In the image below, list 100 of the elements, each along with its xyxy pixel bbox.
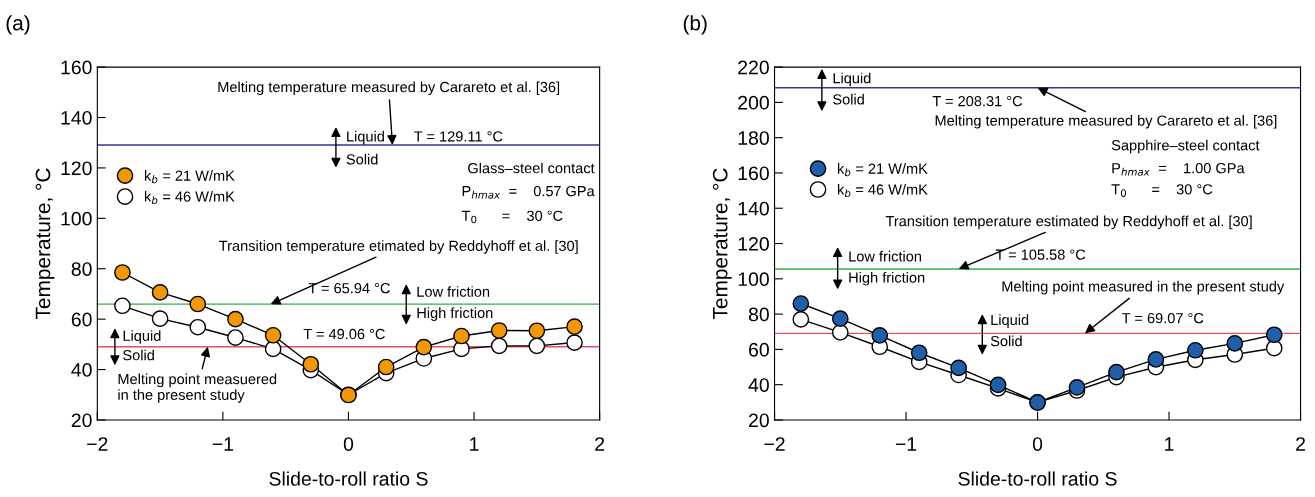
annotation: Liquid — [991, 314, 1029, 328]
x-tick-label: −1 — [895, 437, 917, 451]
x-tick-label: 1 — [1165, 437, 1174, 451]
text: T$_{0}$ = 30 °C — [1111, 184, 1213, 197]
y-tick-label: 40 — [71, 363, 92, 377]
x-tick-label: 0 — [1032, 437, 1043, 451]
y-tick-label: 160 — [738, 166, 769, 181]
y-axis-title: Temperature, °C — [712, 168, 732, 319]
annotation: Glass–steel contact — [468, 162, 595, 174]
text: T$_{0}$ = 30 °C — [461, 210, 563, 224]
annotation: High friction — [417, 307, 493, 321]
point — [1068, 378, 1086, 396]
point — [490, 322, 508, 339]
point — [950, 359, 967, 377]
point — [189, 318, 207, 336]
point — [264, 340, 282, 358]
y-tick-label: 60 — [71, 312, 92, 327]
y-tick-label: 220 — [738, 60, 769, 75]
point — [302, 355, 320, 373]
annotation: Solid — [123, 349, 154, 361]
ref-line-label: T = 208.31 °C — [932, 95, 1023, 107]
point — [151, 284, 169, 301]
point — [1226, 335, 1244, 352]
annotation: Sapphire–steel contact — [1111, 139, 1260, 154]
annotation: Melting point measured in the present study — [1002, 280, 1285, 295]
point — [831, 310, 849, 328]
y-tick-label: 180 — [738, 131, 769, 145]
annotation: High friction — [849, 272, 925, 286]
point — [528, 337, 546, 355]
annotation: P$_{hmax}$ = 1.00 GPa — [1112, 162, 1245, 176]
x-tick-label: 1 — [470, 437, 479, 451]
y-axis-title: Temperature, °C — [35, 168, 55, 319]
point — [189, 295, 207, 313]
y-tick-label: 160 — [61, 60, 92, 75]
point — [1147, 351, 1165, 368]
point — [377, 358, 395, 376]
point — [1108, 363, 1125, 381]
ref-line-label: T = 49.06 °C — [303, 328, 385, 340]
annotation: Melting temperature measured by Carareto et al. [36] — [935, 114, 1277, 129]
annotation: Solid — [990, 335, 1022, 347]
annotation: Low friction — [849, 250, 921, 262]
x-tick-label: 2 — [595, 437, 605, 451]
legend-label: k$_{b}$ = 46 W/mK — [144, 191, 235, 205]
point — [453, 327, 470, 345]
point — [792, 311, 810, 328]
legend-label: k$_{b}$ = 21 W/mK — [144, 170, 235, 184]
legend-label: k$_{b}$ = 21 W/mK — [837, 163, 928, 177]
point — [989, 376, 1007, 394]
x-tick-label: −1 — [212, 437, 234, 451]
point — [114, 264, 131, 281]
y-tick-label: 100 — [738, 272, 769, 287]
chart-title: (a) — [6, 15, 30, 35]
y-tick-label: 140 — [61, 110, 92, 125]
y-tick-label: 80 — [71, 262, 92, 276]
y-tick-label: 140 — [738, 201, 769, 216]
x-tick-label: 2 — [1296, 437, 1305, 451]
point — [227, 329, 244, 346]
x-tick-label: −2 — [764, 437, 785, 451]
x-axis-title: Slide-to-roll ratio S — [958, 471, 1117, 486]
x-tick-label: 0 — [343, 437, 354, 451]
x-tick-label: −2 — [87, 437, 108, 451]
annotation: Transition temperature etimated by Reddyhoff et al. [30] — [219, 240, 578, 254]
point — [910, 344, 928, 362]
y-tick-label: 120 — [61, 161, 92, 176]
point — [415, 338, 433, 356]
annotation: Low friction — [417, 286, 490, 297]
y-tick-label: 100 — [61, 211, 92, 226]
annotation: Solid — [346, 153, 378, 165]
point — [1187, 341, 1204, 359]
point — [227, 310, 244, 328]
point — [264, 326, 282, 344]
point — [831, 324, 849, 341]
annotation: Melting point measuered in the present study — [118, 373, 277, 403]
y-tick-label: 60 — [749, 342, 769, 357]
point — [114, 297, 131, 315]
annotation: Liquid — [347, 130, 384, 145]
annotation: P$_{hmax}$ = 0.57 GPa — [462, 185, 595, 199]
annotation: Melting temperature measured by Carareto et al. [36] — [218, 81, 560, 96]
y-tick-label: 20 — [749, 413, 769, 428]
legend-label: k$_{b}$ = 46 W/mK — [837, 183, 928, 198]
point — [871, 327, 889, 344]
point — [151, 310, 169, 327]
y-tick-label: 80 — [748, 307, 769, 322]
annotation: Solid — [833, 93, 864, 105]
point — [1265, 326, 1283, 344]
y-tick-label: 40 — [748, 378, 769, 392]
annotation: Transition temperature estimated by Reddyhoff et al. [30] — [885, 215, 1252, 230]
annotation: Liquid — [833, 72, 871, 87]
chart-title: (b) — [683, 15, 707, 35]
point — [566, 334, 583, 351]
ref-line-label: T = 69.07 °C — [1122, 312, 1204, 324]
annotation: Liquid — [123, 330, 161, 344]
y-tick-label: 20 — [71, 413, 92, 428]
point — [528, 322, 546, 340]
y-tick-label: 120 — [738, 237, 769, 251]
point — [792, 295, 810, 312]
x-axis-title: Slide-to-roll ratio S — [269, 471, 428, 486]
point — [490, 337, 508, 355]
ref-line-label: T = 129.11 °C — [414, 131, 503, 142]
point — [566, 318, 583, 336]
